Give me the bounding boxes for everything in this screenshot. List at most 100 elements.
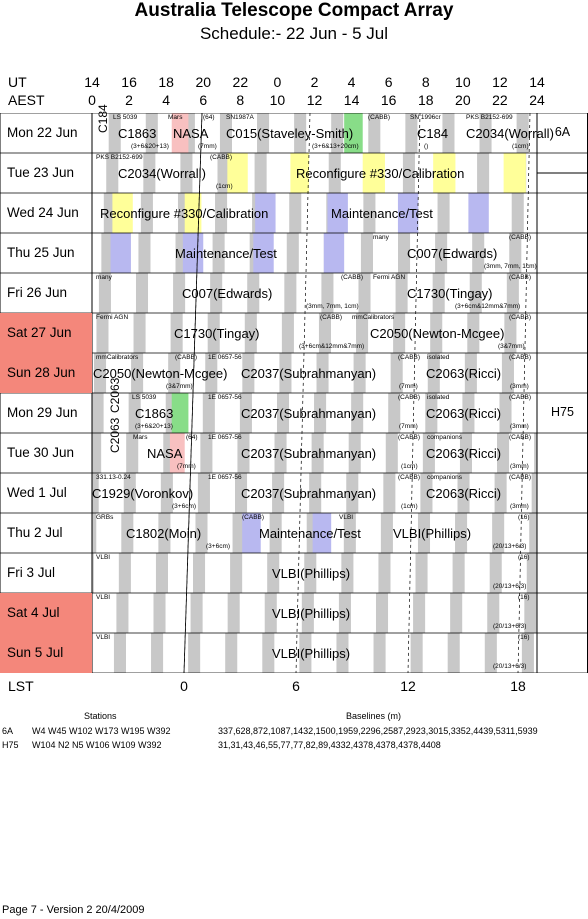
lst-band	[472, 233, 485, 273]
band-note: (20/13+6/3)	[493, 623, 527, 630]
lst-band	[294, 113, 307, 153]
lst-band	[462, 393, 475, 433]
lst-band	[276, 393, 290, 433]
lst-band	[133, 313, 146, 353]
lst-band	[239, 393, 252, 433]
backend-tag: (CABB)	[398, 394, 421, 401]
project-label: C1730(Tingay)	[174, 326, 260, 341]
backend-tag: (CABB)	[509, 394, 532, 401]
lst-band	[232, 513, 245, 553]
target-note: SN1987A	[226, 114, 254, 121]
lst-band	[254, 153, 267, 193]
project-label: C015(Staveley-Smith)	[226, 126, 354, 141]
target-note: isolated	[427, 394, 450, 401]
aest-tick: 0	[88, 92, 96, 108]
lst-band	[210, 273, 223, 313]
lst-band	[212, 233, 225, 273]
lst-band	[425, 393, 438, 433]
ut-tick: 22	[232, 74, 249, 90]
schedule-block	[362, 153, 385, 193]
lst-band	[257, 113, 270, 153]
lst-band	[509, 233, 522, 273]
lst-band	[380, 513, 393, 553]
lst-band	[360, 233, 373, 273]
lst-band	[98, 273, 111, 313]
lst-band	[314, 393, 327, 433]
lst-band	[193, 553, 206, 593]
lst-band	[393, 313, 406, 353]
project-label: C2063(Ricci)	[426, 406, 502, 421]
lst-band	[158, 513, 171, 553]
target-note: 1E 0657-56	[208, 354, 242, 361]
project-label: C2050(Newton-Mcgee)	[370, 326, 505, 341]
lst-band	[398, 233, 411, 273]
lst-band	[489, 553, 502, 593]
lst-band	[153, 593, 166, 633]
lst-band	[430, 313, 443, 353]
target-note: Fermi AGN	[373, 274, 406, 281]
lst-band	[180, 153, 193, 193]
lst-band	[284, 273, 297, 313]
aest-tick: 8	[236, 92, 245, 108]
aest-tick: 22	[492, 92, 508, 108]
target-note: VLBI	[339, 514, 354, 521]
band-note: (3+6&13+20cm)	[312, 143, 359, 150]
page-footer: Page 7 - Version 2 20/4/2009	[2, 904, 145, 916]
band-note: (20/13+6/3)	[493, 543, 527, 550]
target-note: SN 1996cr	[410, 114, 441, 121]
baselines-header: Baselines (m)	[346, 711, 402, 721]
lst-band	[442, 113, 455, 153]
lst-band	[457, 473, 470, 513]
lst-band	[484, 633, 497, 673]
day-label: Thu 25 Jun	[7, 245, 75, 260]
band-note: (3+6cm&12mm&7mm)	[455, 303, 521, 310]
ut-tick: 0	[273, 74, 282, 90]
lst-band	[304, 553, 317, 593]
lst-band	[311, 433, 324, 473]
schedule-block	[344, 113, 363, 153]
day-label: Sat 4 Jul	[0, 593, 92, 633]
lst-band	[417, 513, 431, 553]
lst-band	[217, 153, 230, 193]
lst-band	[511, 193, 524, 233]
lst-band	[237, 433, 250, 473]
lst-band	[529, 513, 537, 553]
target-note: VLBI	[96, 554, 111, 561]
schedule-block	[169, 433, 185, 473]
lst-band	[190, 593, 203, 633]
lst-band	[299, 633, 312, 673]
aest-tick: 10	[269, 92, 286, 108]
backend-tag: (CABB)	[368, 114, 391, 121]
project-label: C1929(Voronkov)	[92, 486, 194, 501]
lst-band	[108, 113, 121, 153]
lst-band	[432, 273, 445, 313]
lst-band	[92, 553, 94, 593]
target-note: 1E 0657-56	[208, 474, 242, 481]
lst-band	[155, 553, 168, 593]
schedule-block	[171, 393, 189, 433]
schedule-block	[255, 193, 276, 233]
ut-tick: 12	[492, 74, 508, 90]
array-h75-stations: W104 N2 N5 W106 W109 W392	[32, 740, 162, 750]
backend-tag: (CABB)	[341, 274, 364, 281]
lst-band	[328, 153, 341, 193]
lst-band	[383, 473, 396, 513]
lst-band	[375, 593, 389, 633]
backend-tag: (16)	[518, 594, 530, 601]
band-note: (3mm)	[510, 383, 529, 390]
lst-band	[455, 513, 468, 553]
ut-tick: 4	[347, 74, 356, 90]
target-note: companions	[427, 434, 463, 441]
lst-band	[272, 473, 285, 513]
band-note: (7mm)	[399, 383, 418, 390]
lst-band	[123, 473, 136, 513]
aest-tick: 14	[343, 92, 360, 108]
backend-tag: (CABB)	[175, 354, 198, 361]
lst-band	[219, 113, 232, 153]
lst-band	[195, 513, 208, 553]
ut-tick: 14	[529, 74, 545, 90]
band-note: (3mm)	[510, 423, 529, 430]
lst-zero-line	[183, 113, 203, 673]
lst-band	[207, 313, 220, 353]
lst-band	[200, 433, 213, 473]
